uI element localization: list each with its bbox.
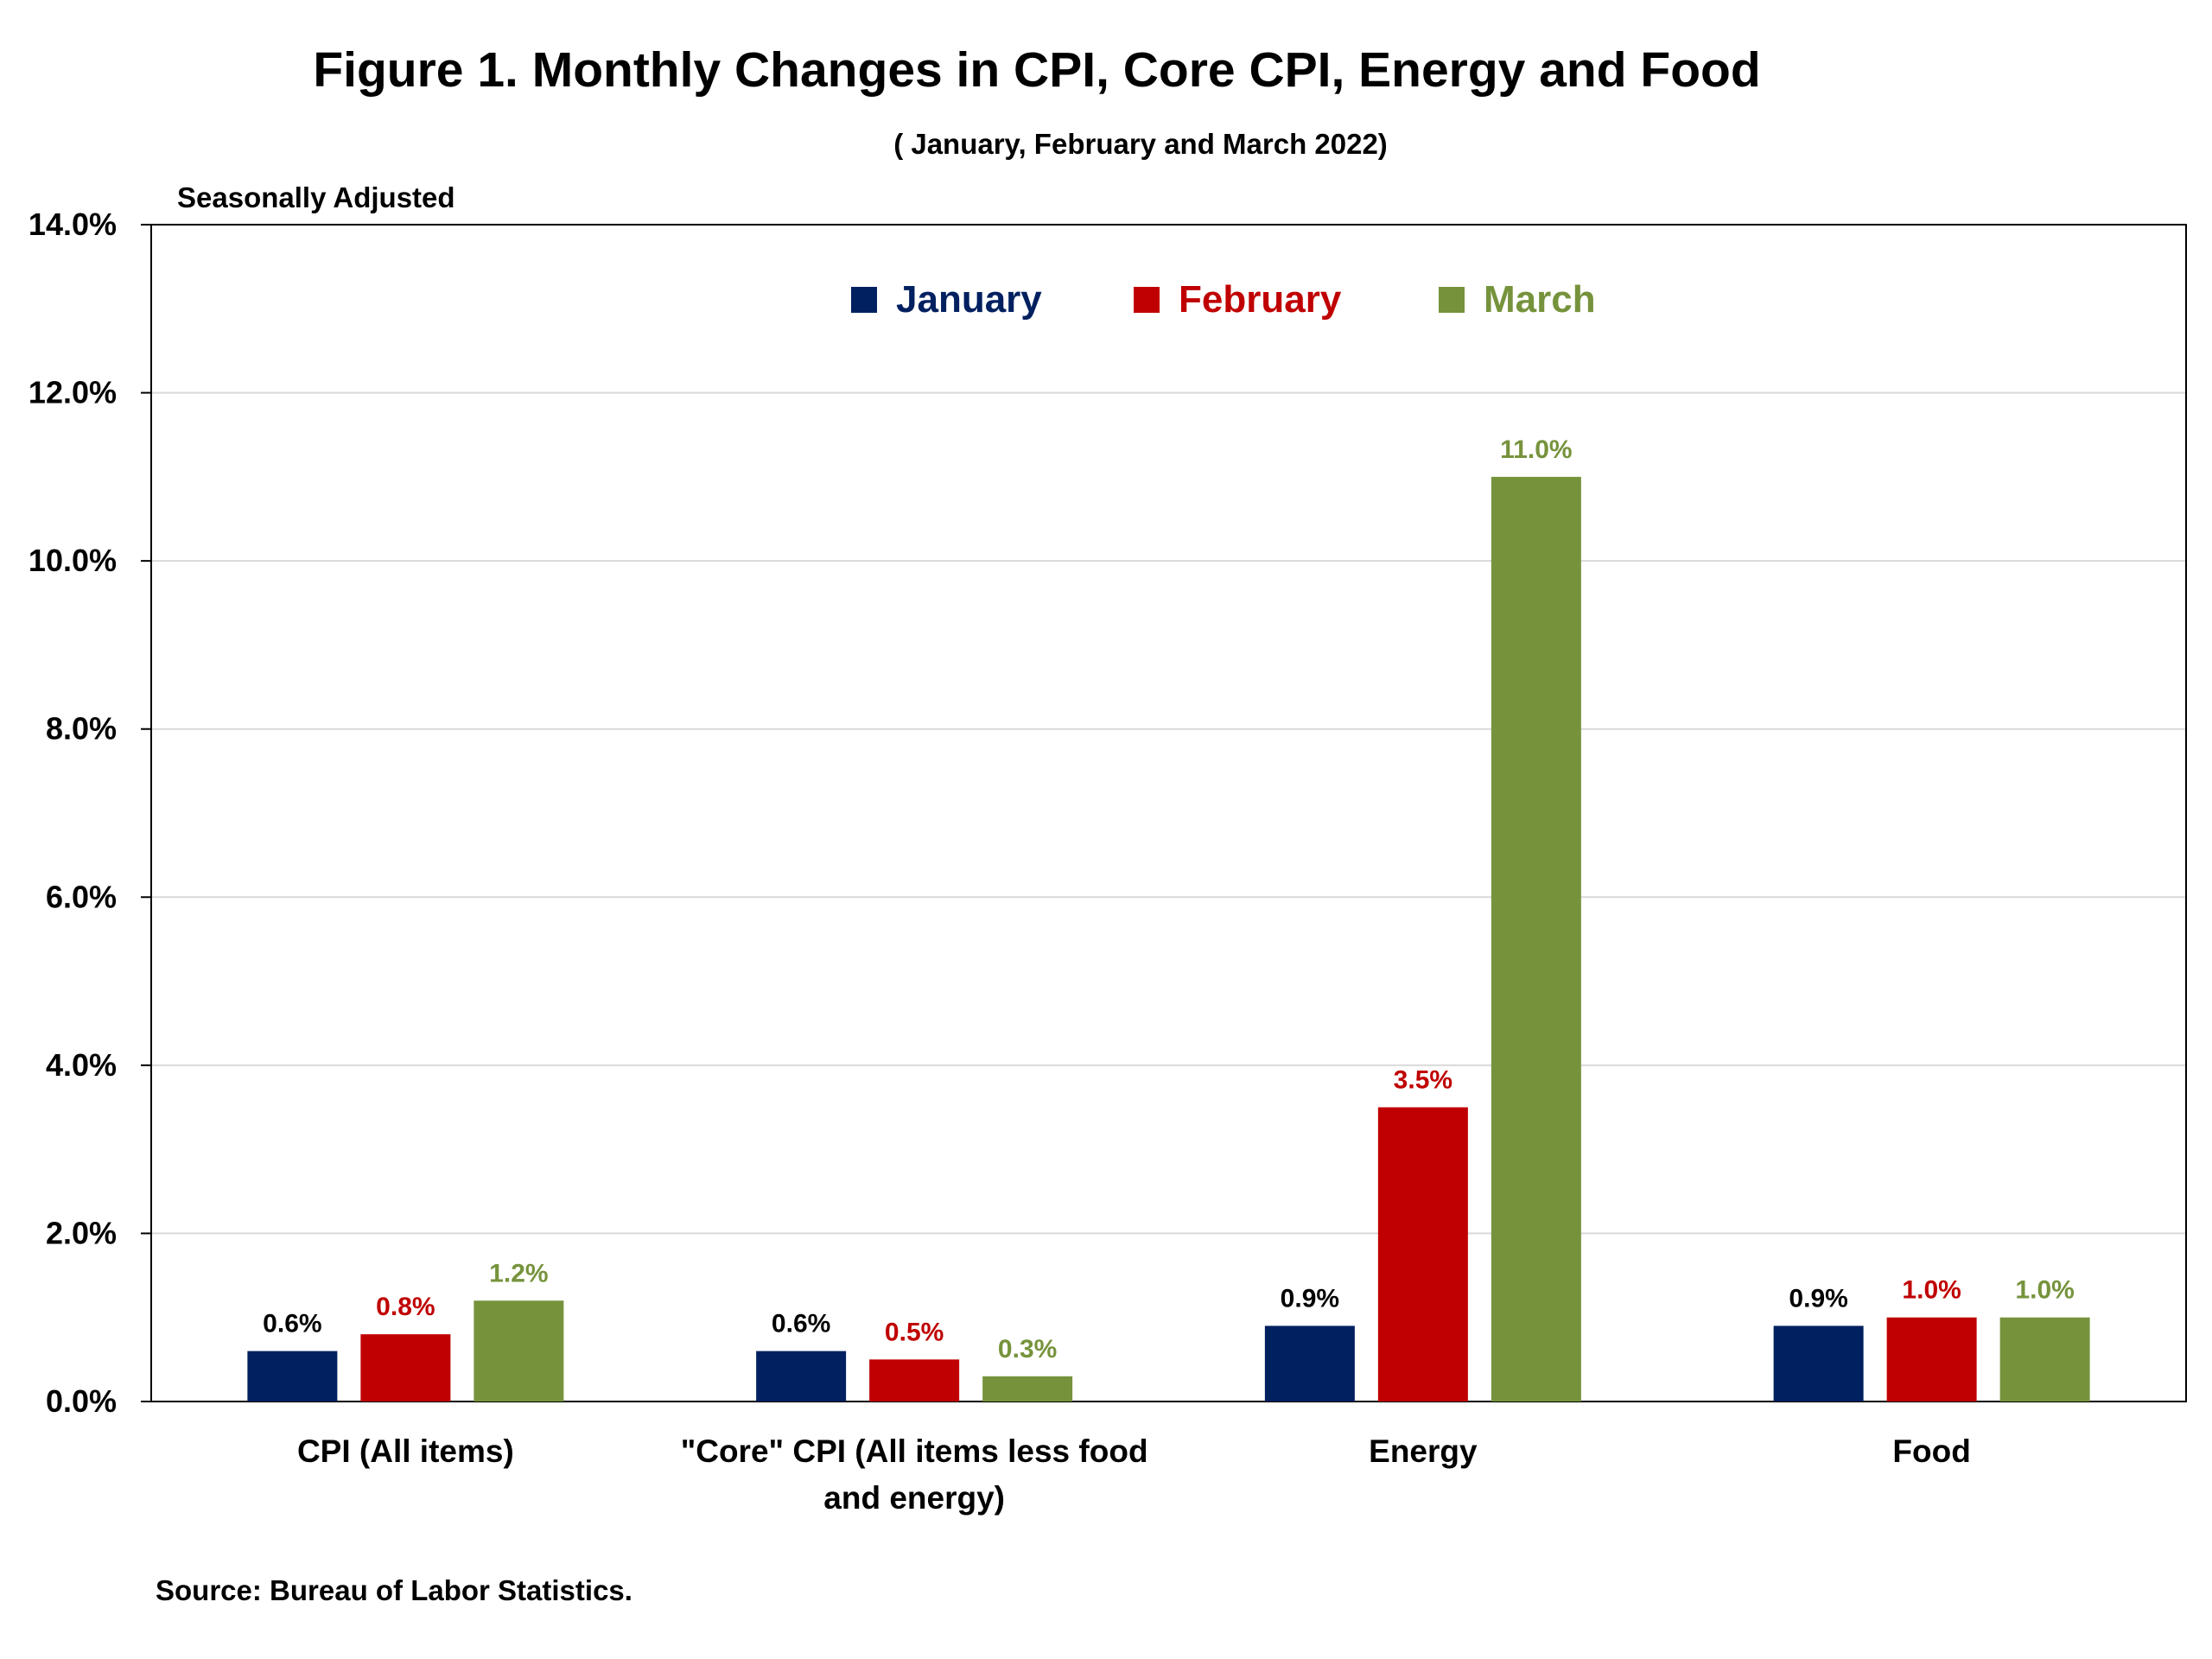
legend: January February March xyxy=(0,278,2212,330)
data-label-february: 0.8% xyxy=(376,1293,435,1321)
x-tick-label: Food xyxy=(1892,1433,1970,1469)
data-label-january: 0.6% xyxy=(263,1310,321,1338)
bar-march xyxy=(982,1376,1073,1402)
legend-label-february: February xyxy=(1179,278,1342,321)
y-tick-label: 4.0% xyxy=(46,1047,117,1083)
data-label-january: 0.6% xyxy=(772,1310,830,1338)
bar-january xyxy=(1264,1325,1355,1402)
plot-frame xyxy=(150,224,2187,1402)
data-label-january: 0.9% xyxy=(1281,1284,1339,1313)
x-tick-label: "Core" CPI (All items less food xyxy=(681,1433,1148,1469)
bar-february xyxy=(1886,1317,1977,1402)
data-label-february: 0.5% xyxy=(885,1318,944,1346)
bar-january xyxy=(756,1351,847,1402)
bar-march xyxy=(1491,476,1581,1402)
x-tick-label: Energy xyxy=(1369,1433,1478,1469)
legend-label-march: March xyxy=(1484,278,1596,321)
source-note: Source: Bureau of Labor Statistics. xyxy=(156,1574,632,1606)
bar-february xyxy=(869,1359,960,1402)
data-label-february: 3.5% xyxy=(1394,1066,1452,1095)
data-label-march: 11.0% xyxy=(1500,435,1572,464)
legend-item-march: March xyxy=(1439,278,1596,321)
bar-march xyxy=(1999,1317,2090,1402)
y-tick-label: 0.0% xyxy=(46,1383,117,1419)
data-label-february: 1.0% xyxy=(1902,1276,1961,1305)
y-tick-label: 6.0% xyxy=(46,879,117,914)
bar-january xyxy=(1773,1325,1864,1402)
legend-label-january: January xyxy=(896,278,1042,321)
bar-january xyxy=(247,1351,338,1402)
data-label-march: 1.0% xyxy=(2015,1276,2074,1305)
y-tick-label: 8.0% xyxy=(46,711,117,747)
legend-swatch-march xyxy=(1439,287,1465,313)
bar-february xyxy=(360,1334,451,1402)
chart-subtitle: ( January, February and March 2022) xyxy=(893,128,1388,160)
bar-february xyxy=(1377,1107,1468,1402)
x-tick-label: CPI (All items) xyxy=(297,1433,514,1469)
data-label-march: 0.3% xyxy=(998,1335,1057,1363)
bar-march xyxy=(474,1300,564,1402)
y-axis-label: Seasonally Adjusted xyxy=(177,181,455,213)
y-tick-label: 2.0% xyxy=(46,1215,117,1250)
legend-swatch-january xyxy=(851,287,877,313)
x-tick-label: and energy) xyxy=(823,1480,1005,1516)
legend-item-january: January xyxy=(851,278,1042,321)
legend-item-february: February xyxy=(1134,278,1341,321)
y-tick-label: 10.0% xyxy=(29,543,117,578)
y-tick-label: 14.0% xyxy=(29,207,117,242)
data-label-march: 1.2% xyxy=(489,1259,548,1287)
data-label-january: 0.9% xyxy=(1789,1284,1847,1313)
chart-title: Figure 1. Monthly Changes in CPI, Core C… xyxy=(313,42,1761,98)
legend-swatch-february xyxy=(1134,287,1160,313)
y-tick-label: 12.0% xyxy=(29,375,117,410)
